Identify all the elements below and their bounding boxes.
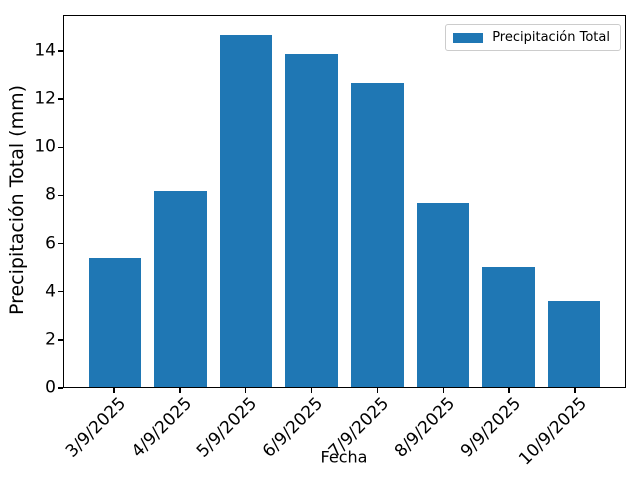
bars-layer <box>64 16 625 387</box>
y-tick-label: 8 <box>45 184 56 205</box>
y-tick-label: 4 <box>45 281 56 302</box>
legend: Precipitación Total <box>445 24 621 51</box>
bar <box>219 35 273 387</box>
x-tick-label: 8/9/2025 <box>390 393 459 462</box>
x-tick-mark <box>376 388 379 393</box>
bar <box>416 202 470 387</box>
y-tick-label: 10 <box>34 136 56 157</box>
x-tick-mark <box>508 388 510 393</box>
y-tick-mark <box>58 339 63 341</box>
legend-label: Precipitación Total <box>492 30 610 45</box>
y-tick-mark <box>58 387 63 389</box>
y-tick-mark <box>58 146 63 149</box>
bar <box>547 300 601 387</box>
bar <box>285 54 338 387</box>
x-axis-label: Fecha <box>320 447 368 467</box>
y-tick-mark <box>58 290 63 293</box>
plot-area: Precipitación Total <box>63 15 626 388</box>
x-tick-label: 5/9/2025 <box>193 393 262 462</box>
x-tick-mark <box>244 388 247 393</box>
y-tick-mark <box>58 98 63 100</box>
bar <box>351 83 404 387</box>
y-tick-label: 12 <box>34 88 56 109</box>
legend-swatch <box>453 32 484 43</box>
bar <box>88 257 142 387</box>
x-tick-label: 10/9/2025 <box>514 393 591 470</box>
x-tick-label: 9/9/2025 <box>456 393 525 462</box>
x-tick-mark <box>574 388 576 393</box>
y-tick-mark <box>58 50 63 52</box>
bar <box>482 267 535 387</box>
x-tick-mark <box>179 388 181 393</box>
x-tick-mark <box>442 388 445 393</box>
y-tick-label: 14 <box>34 40 56 61</box>
bar <box>154 190 207 387</box>
x-tick-mark <box>113 388 115 393</box>
x-tick-mark <box>310 388 313 393</box>
y-tick-label: 6 <box>45 233 56 254</box>
x-tick-label: 4/9/2025 <box>127 393 196 462</box>
x-tick-label: 6/9/2025 <box>259 393 328 462</box>
y-tick-mark <box>58 194 63 197</box>
x-tick-label: 3/9/2025 <box>61 393 130 462</box>
y-tick-mark <box>58 242 63 245</box>
y-tick-label: 0 <box>45 377 56 398</box>
y-tick-label: 2 <box>45 329 56 350</box>
